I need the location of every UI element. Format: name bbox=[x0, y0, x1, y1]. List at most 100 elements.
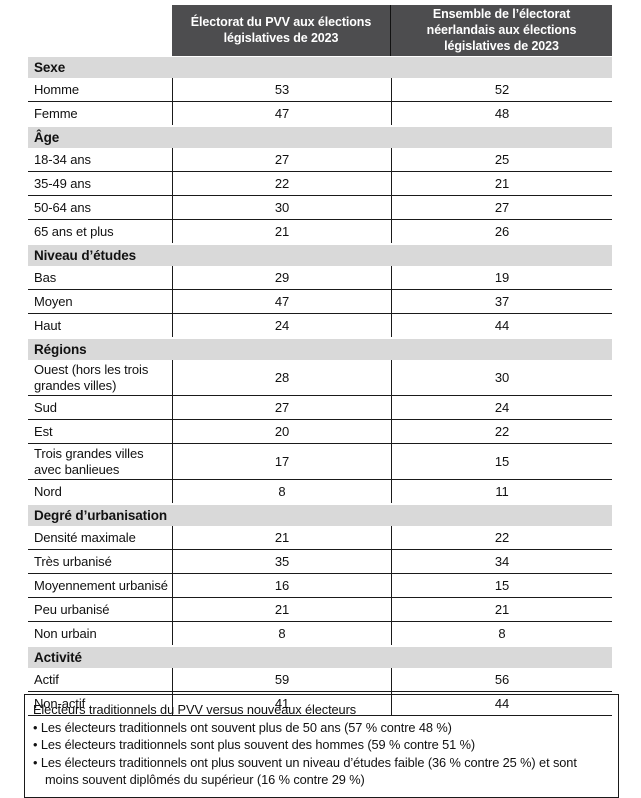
section-header: Niveau d’études bbox=[28, 245, 612, 266]
row-label: Actif bbox=[34, 671, 59, 687]
value-ensemble: 8 bbox=[391, 622, 612, 645]
note-title: Electeurs traditionnels du PVV versus no… bbox=[33, 702, 357, 717]
value-ensemble: 22 bbox=[391, 526, 612, 549]
value-pvv: 21 bbox=[172, 220, 391, 243]
value-pvv: 8 bbox=[172, 622, 391, 645]
table-row: Peu urbanisé 21 21 bbox=[28, 598, 612, 622]
table-row: Ouest (hors les trois grandes villes) 28 3… bbox=[28, 360, 612, 396]
value-pvv: 47 bbox=[172, 102, 391, 125]
table-body: Sexe Homme 53 52 Femme 47 48 Âge 18-34 ans 27 25 35… bbox=[28, 57, 612, 716]
table-row: Non-actif 41 44 bbox=[28, 692, 612, 716]
value-ensemble: 34 bbox=[391, 550, 612, 573]
value-ensemble: 44 bbox=[391, 314, 612, 337]
value-pvv: 28 bbox=[172, 360, 391, 395]
row-label: Haut bbox=[34, 317, 62, 333]
note-box: Electeurs traditionnels du PVV versus no… bbox=[24, 694, 619, 798]
value-pvv: 21 bbox=[172, 526, 391, 549]
value-pvv: 22 bbox=[172, 172, 391, 195]
section-header: Âge bbox=[28, 127, 612, 148]
table-row: 35-49 ans 22 21 bbox=[28, 172, 612, 196]
table-row: Non urbain 8 8 bbox=[28, 622, 612, 645]
value-pvv: 35 bbox=[172, 550, 391, 573]
table-row: Trois grandes villes avec banlieues 17 15 bbox=[28, 444, 612, 480]
value-pvv: 24 bbox=[172, 314, 391, 337]
value-ensemble: 19 bbox=[391, 266, 612, 289]
table-header-row: Électorat du PVV aux élections législati… bbox=[28, 5, 612, 57]
table-row: 18-34 ans 27 25 bbox=[28, 148, 612, 172]
value-ensemble: 37 bbox=[391, 290, 612, 313]
table-row: Moyen 47 37 bbox=[28, 290, 612, 314]
value-pvv: 17 bbox=[172, 444, 391, 479]
table-header-empty-cell bbox=[28, 5, 172, 56]
table-row: Haut 24 44 bbox=[28, 314, 612, 337]
table-row: Sud 27 24 bbox=[28, 396, 612, 420]
table-row: Femme 47 48 bbox=[28, 102, 612, 125]
value-pvv: 29 bbox=[172, 266, 391, 289]
table-row: Nord 8 11 bbox=[28, 480, 612, 503]
note-bullet: Les électeurs traditionnels sont plus so… bbox=[33, 736, 608, 754]
value-ensemble: 11 bbox=[391, 480, 612, 503]
row-label: Femme bbox=[34, 105, 78, 121]
value-pvv: 8 bbox=[172, 480, 391, 503]
value-ensemble: 21 bbox=[391, 598, 612, 621]
value-ensemble: 52 bbox=[391, 78, 612, 101]
value-ensemble: 24 bbox=[391, 396, 612, 419]
row-label: Nord bbox=[34, 483, 62, 499]
value-pvv: 27 bbox=[172, 396, 391, 419]
value-pvv: 16 bbox=[172, 574, 391, 597]
note-bullet: Les électeurs traditionnels ont souvent … bbox=[33, 719, 608, 737]
row-label: Trois grandes villes avec banlieues bbox=[34, 446, 144, 477]
demographics-table: Électorat du PVV aux élections législati… bbox=[28, 5, 612, 716]
value-pvv: 41 bbox=[172, 692, 391, 715]
table-row: Bas 29 19 bbox=[28, 266, 612, 290]
value-ensemble: 26 bbox=[391, 220, 612, 243]
table-row: Actif 59 56 bbox=[28, 668, 612, 692]
value-ensemble: 15 bbox=[391, 574, 612, 597]
table-row: Densité maximale 21 22 bbox=[28, 526, 612, 550]
row-label: Est bbox=[34, 423, 53, 439]
note-bullet: Les électeurs traditionnels ont plus sou… bbox=[33, 754, 608, 789]
value-ensemble: 21 bbox=[391, 172, 612, 195]
section-header: Activité bbox=[28, 647, 612, 668]
row-label: Densité maximale bbox=[34, 529, 136, 545]
row-label: Peu urbanisé bbox=[34, 601, 110, 617]
value-ensemble: 25 bbox=[391, 148, 612, 171]
value-ensemble: 44 bbox=[391, 692, 612, 715]
row-label: 35-49 ans bbox=[34, 175, 91, 191]
table-header-ensemble: Ensemble de l’électorat néerlandais aux … bbox=[391, 5, 612, 57]
row-label: Moyennement urbanisé bbox=[34, 577, 168, 593]
table-row: Homme 53 52 bbox=[28, 78, 612, 102]
row-label: 18-34 ans bbox=[34, 151, 91, 167]
row-label: Non-actif bbox=[34, 695, 86, 711]
row-label: Très urbanisé bbox=[34, 553, 112, 569]
value-ensemble: 48 bbox=[391, 102, 612, 125]
value-pvv: 53 bbox=[172, 78, 391, 101]
table-row: Moyennement urbanisé 16 15 bbox=[28, 574, 612, 598]
row-label: 65 ans et plus bbox=[34, 223, 114, 239]
section-header: Sexe bbox=[28, 57, 612, 78]
value-pvv: 47 bbox=[172, 290, 391, 313]
row-label: Bas bbox=[34, 269, 57, 285]
table-row: 65 ans et plus 21 26 bbox=[28, 220, 612, 243]
value-pvv: 30 bbox=[172, 196, 391, 219]
row-label: Sud bbox=[34, 399, 57, 415]
row-label: 50-64 ans bbox=[34, 199, 91, 215]
value-pvv: 21 bbox=[172, 598, 391, 621]
row-label: Moyen bbox=[34, 293, 73, 309]
table-row: Est 20 22 bbox=[28, 420, 612, 444]
note-bullet-list: Les électeurs traditionnels ont souvent … bbox=[33, 719, 608, 789]
value-ensemble: 22 bbox=[391, 420, 612, 443]
table-header-pvv: Électorat du PVV aux élections législati… bbox=[172, 5, 391, 57]
section-header: Régions bbox=[28, 339, 612, 360]
value-pvv: 59 bbox=[172, 668, 391, 691]
value-ensemble: 15 bbox=[391, 444, 612, 479]
value-ensemble: 27 bbox=[391, 196, 612, 219]
value-pvv: 27 bbox=[172, 148, 391, 171]
row-label: Ouest (hors les trois grandes villes) bbox=[34, 362, 149, 393]
section-header: Degré d’urbanisation bbox=[28, 505, 612, 526]
value-ensemble: 56 bbox=[391, 668, 612, 691]
table-row: Très urbanisé 35 34 bbox=[28, 550, 612, 574]
row-label: Non urbain bbox=[34, 625, 97, 641]
value-ensemble: 30 bbox=[391, 360, 612, 395]
